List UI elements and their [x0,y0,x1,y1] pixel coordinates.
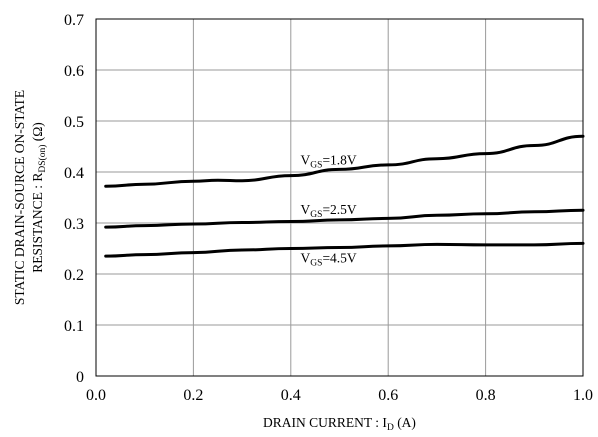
y-tick-label: 0.4 [64,165,84,182]
y-tick-label: 0.6 [64,63,84,80]
y-tick-label: 0.7 [64,12,84,29]
x-axis-label: DRAIN CURRENT : ID (A) [263,415,416,433]
y-tick-label: 0.2 [64,267,84,284]
series-lines [104,134,585,258]
x-tick-label: 0.0 [86,387,106,404]
x-tick-label: 1.0 [573,387,593,404]
plot-area-border [95,18,584,377]
grid-lines [96,19,583,376]
x-tick-label: 0.8 [476,387,496,404]
y-axis-label-line-1: STATIC DRAIN-SOURCE ON-STATE [12,90,27,305]
x-tick-label: 0.6 [378,387,398,404]
series-line [104,134,585,188]
series-line [104,208,585,229]
y-tick-label: 0.5 [64,114,84,131]
series-labels: VGS=1.8V VGS=2.5V VGS=4.5V [301,152,357,268]
y-tick-label: 0.3 [64,216,84,233]
y-tick-label: 0 [76,369,84,386]
axis-ticks: 0.0 0.2 0.4 0.6 0.8 1.0 0 0.1 0.2 0.3 0.4 0.5 0.6 0.7 [64,12,593,404]
x-tick-label: 0.4 [281,387,301,404]
series-line [104,241,585,258]
y-axis-label-line-2: RESISTANCE : RDS(on) (Ω) [30,122,48,273]
series-label: VGS=2.5V [301,202,357,220]
series-label: VGS=1.8V [301,152,357,170]
series-label: VGS=4.5V [301,250,357,268]
x-tick-label: 0.2 [183,387,203,404]
y-tick-label: 0.1 [64,318,84,335]
y-axis-label: STATIC DRAIN-SOURCE ON-STATE RESISTANCE … [12,90,48,305]
